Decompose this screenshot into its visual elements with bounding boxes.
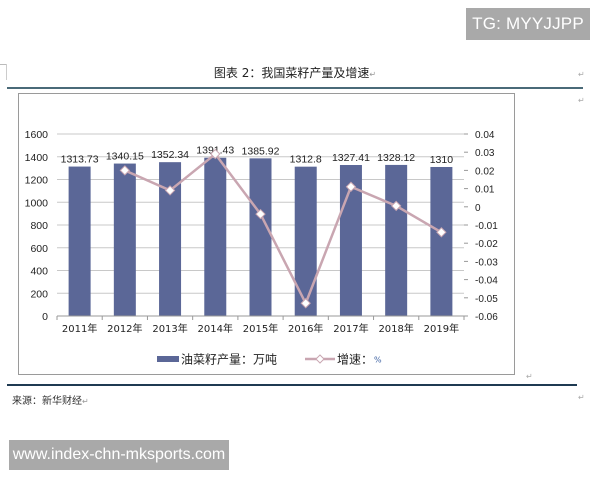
- right-tick-label: -0.01: [475, 221, 498, 232]
- left-tick-label: 400: [30, 266, 48, 278]
- paragraph-mark-icon: ↵: [82, 397, 89, 406]
- legend-bar-label: 油菜籽产量：万吨: [181, 353, 277, 367]
- diamond-marker-icon: [390, 200, 402, 212]
- bar-value-label: 1328.12: [377, 152, 415, 164]
- legend-line-unit: %: [374, 356, 382, 365]
- left-tick-label: 0: [42, 311, 48, 323]
- bar-value-label: 1340.15: [106, 151, 144, 163]
- diamond-marker-icon: [210, 148, 221, 160]
- growth-line: [124, 152, 443, 307]
- diamond-marker-icon: [119, 165, 131, 176]
- paragraph-mark-icon: ↵: [578, 70, 585, 79]
- x-tick-label: 2014年: [198, 322, 233, 335]
- x-tick-label: 2017年: [333, 322, 368, 335]
- legend-line-label: 增速：: [337, 353, 373, 367]
- bar: [249, 158, 272, 316]
- legend: 油菜籽产量：万吨 增速：%: [157, 353, 382, 367]
- watermark-bottom: www.index-chn-mksports.com: [9, 440, 229, 470]
- x-tick-label: 2013年: [152, 322, 187, 335]
- right-tick-label: -0.03: [475, 257, 498, 268]
- bar: [204, 157, 227, 316]
- left-tick-label: 200: [30, 288, 48, 300]
- bar-value-label: 1312.8: [290, 154, 322, 166]
- corner-mark: [6, 64, 7, 80]
- paragraph-mark-icon: ↵: [578, 393, 585, 402]
- bottom-rule: [7, 384, 577, 386]
- bar-value-label: 1313.73: [61, 154, 99, 166]
- bar: [294, 166, 317, 316]
- right-tick-label: 0.03: [475, 148, 495, 159]
- right-tick-label: 0: [475, 203, 481, 214]
- right-tick-label: 0.02: [475, 166, 495, 177]
- right-tick-label: 0.04: [475, 130, 495, 141]
- legend-bar-swatch-icon: [157, 356, 179, 362]
- bar: [159, 162, 182, 316]
- line-series: [119, 148, 447, 309]
- x-tick-label: 2015年: [243, 322, 278, 335]
- x-tick-label: 2011年: [62, 322, 97, 335]
- diamond-marker-icon: [300, 298, 311, 309]
- left-axis: 0 200 400 600 800 1000 1200 1400 1600: [25, 129, 49, 323]
- left-tick-label: 1400: [25, 152, 49, 164]
- diamond-marker-icon: [436, 227, 447, 238]
- x-tick-label: 2018年: [378, 322, 413, 335]
- corner-mark: [0, 64, 6, 65]
- bar-value-label: 1352.34: [151, 149, 189, 161]
- diamond-marker-icon: [255, 208, 266, 220]
- figure-title: 图表 2：我国菜籽产量及增速↵: [0, 64, 590, 81]
- diamond-marker-icon: [164, 185, 176, 196]
- bar: [430, 166, 453, 316]
- right-tick-label: 0.01: [475, 185, 495, 196]
- paragraph-mark-icon: ↵: [578, 96, 585, 105]
- x-tick-label: 2012年: [107, 322, 142, 335]
- bar: [113, 163, 136, 316]
- bar-value-label: 1327.41: [332, 152, 370, 164]
- right-axis: 0.04 0.03 0.02 0.01 0 -0.01 -0.02 -0.03 -0.04 -0.…: [464, 130, 498, 323]
- left-tick-label: 1000: [25, 197, 49, 209]
- bar-value-label: 1385.92: [242, 145, 280, 157]
- source-text: 来源：新华财经: [12, 396, 82, 407]
- paragraph-mark-icon: ↵: [526, 372, 533, 381]
- top-rule: [7, 87, 583, 89]
- left-tick-label: 800: [30, 220, 48, 232]
- diamond-marker-icon: [345, 181, 357, 192]
- x-tick-label: 2016年: [288, 322, 323, 335]
- left-tick-label: 1200: [25, 175, 49, 187]
- bar: [385, 164, 408, 316]
- bar-value-label: 1310: [430, 154, 454, 166]
- right-tick-label: -0.02: [475, 239, 498, 250]
- left-tick-label: 600: [30, 243, 48, 255]
- x-tick-label: 2019年: [424, 322, 459, 335]
- bar: [68, 166, 91, 316]
- right-tick-label: -0.05: [475, 294, 498, 305]
- left-tick-label: 1600: [25, 129, 49, 141]
- watermark-top: TG: MYYJJPP: [466, 8, 590, 40]
- source-note: 来源：新华财经↵: [12, 392, 89, 407]
- x-axis: 2011年 2012年 2013年 2014年 2015年 2016年 2017年 2018年…: [56, 315, 465, 335]
- right-tick-label: -0.04: [475, 276, 498, 287]
- figure-title-text: 图表 2：我国菜籽产量及增速: [213, 66, 370, 80]
- bar-series: [68, 157, 453, 316]
- paragraph-mark-icon: ↵: [369, 70, 377, 79]
- right-tick-label: -0.06: [475, 312, 498, 323]
